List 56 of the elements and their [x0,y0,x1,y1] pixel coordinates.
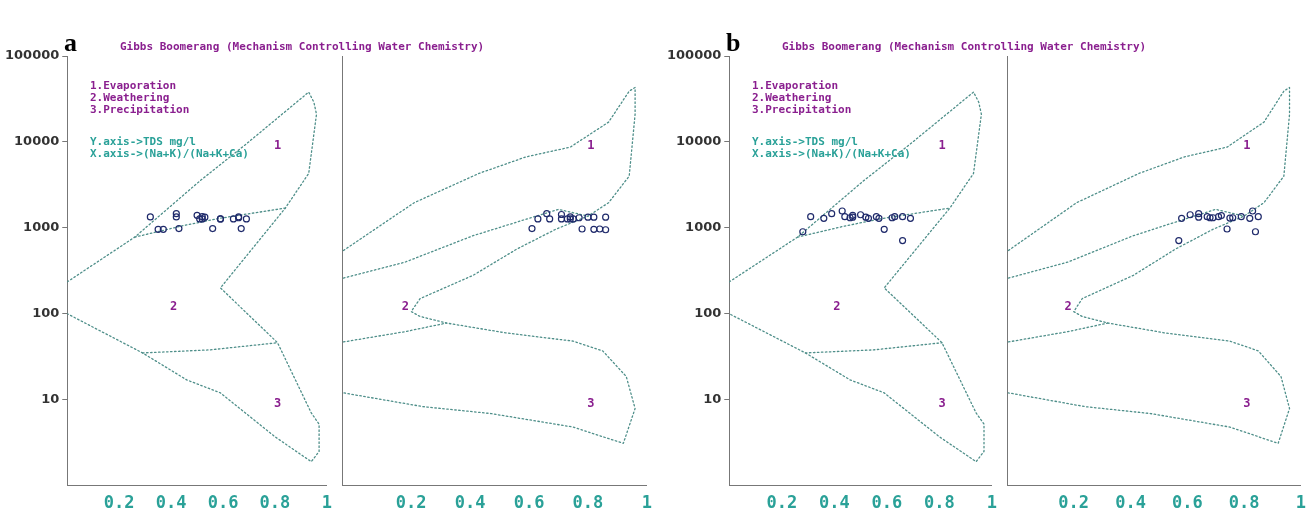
y-tick-label: 10000 [14,133,60,149]
x-tick-label: 0.4 [818,492,850,513]
y-tick-label: 1000 [685,219,722,235]
annotation: Y.axis->TDS mg/l [90,135,197,148]
annotation: 1 [938,138,946,153]
x-tick-label: 0.6 [871,492,903,513]
annotation: 2 [170,299,178,314]
annotation: 1.Evaporation [90,79,178,92]
annotation: 3 [1243,396,1251,411]
annotation: X.axis->(Na+K)/(Na+K+Ca) [90,147,249,160]
annotation: 3 [273,396,282,411]
x-tick-label: 0.6 [1171,492,1203,513]
annotation: 1.Evaporation [752,79,840,92]
annotation: b [726,28,741,58]
y-tick-label: 10 [703,391,722,407]
x-tick-label: 1 [321,492,333,513]
x-tick-label: 0.4 [454,492,486,513]
annotation: 2 [401,299,410,314]
x-tick-label: 1 [641,492,653,513]
annotation: 3 [587,396,595,411]
x-tick-label: 0.8 [1228,492,1260,513]
x-tick-label: 0.2 [766,492,798,513]
y-tick-label: 100000 [666,47,722,63]
annotation: 3.Precipitation [90,103,191,116]
y-tick-label: 10 [41,391,60,407]
annotation: 3 [938,396,946,411]
x-tick-label: 1 [986,492,998,513]
x-tick-label: 0.6 [513,492,545,513]
chart-title: Gibbs Boomerang (Mechanism Controlling Water Chemistry) [120,40,485,53]
annotation: X.axis->(Na+K)/(Na+K+Ca) [752,147,911,160]
x-tick-label: 0.2 [103,492,135,513]
x-tick-label: 0.8 [924,492,955,513]
x-tick-label: 0.2 [395,492,427,513]
annotation: Y.axis->TDS mg/l [752,135,859,148]
annotation: 3.Precipitation [752,103,853,116]
y-tick-label: 100000 [4,47,60,63]
y-tick-label: 100 [694,305,722,321]
annotation: 2.Weathering [752,91,832,104]
annotation: a [64,28,77,58]
annotation: 1 [1243,138,1251,153]
x-tick-label: 0.4 [155,492,187,513]
x-tick-label: 1 [1295,492,1307,513]
x-tick-label: 0.4 [1115,492,1146,513]
annotation: 2 [833,299,841,314]
annotation: 2 [1064,299,1072,314]
x-tick-label: 0.2 [1058,492,1090,513]
y-tick-label: 100 [32,305,60,321]
y-tick-label: 1000 [23,219,60,235]
annotation: 1 [587,138,595,153]
chart-title: Gibbs Boomerang (Mechanism Controlling Water Chemistry) [782,40,1147,53]
annotation: 1 [273,138,282,153]
annotation: 2.Weathering [90,91,170,104]
x-tick-label: 0.6 [207,492,239,513]
x-tick-label: 0.8 [572,492,604,513]
y-tick-label: 10000 [676,133,722,149]
x-tick-label: 0.8 [259,492,291,513]
